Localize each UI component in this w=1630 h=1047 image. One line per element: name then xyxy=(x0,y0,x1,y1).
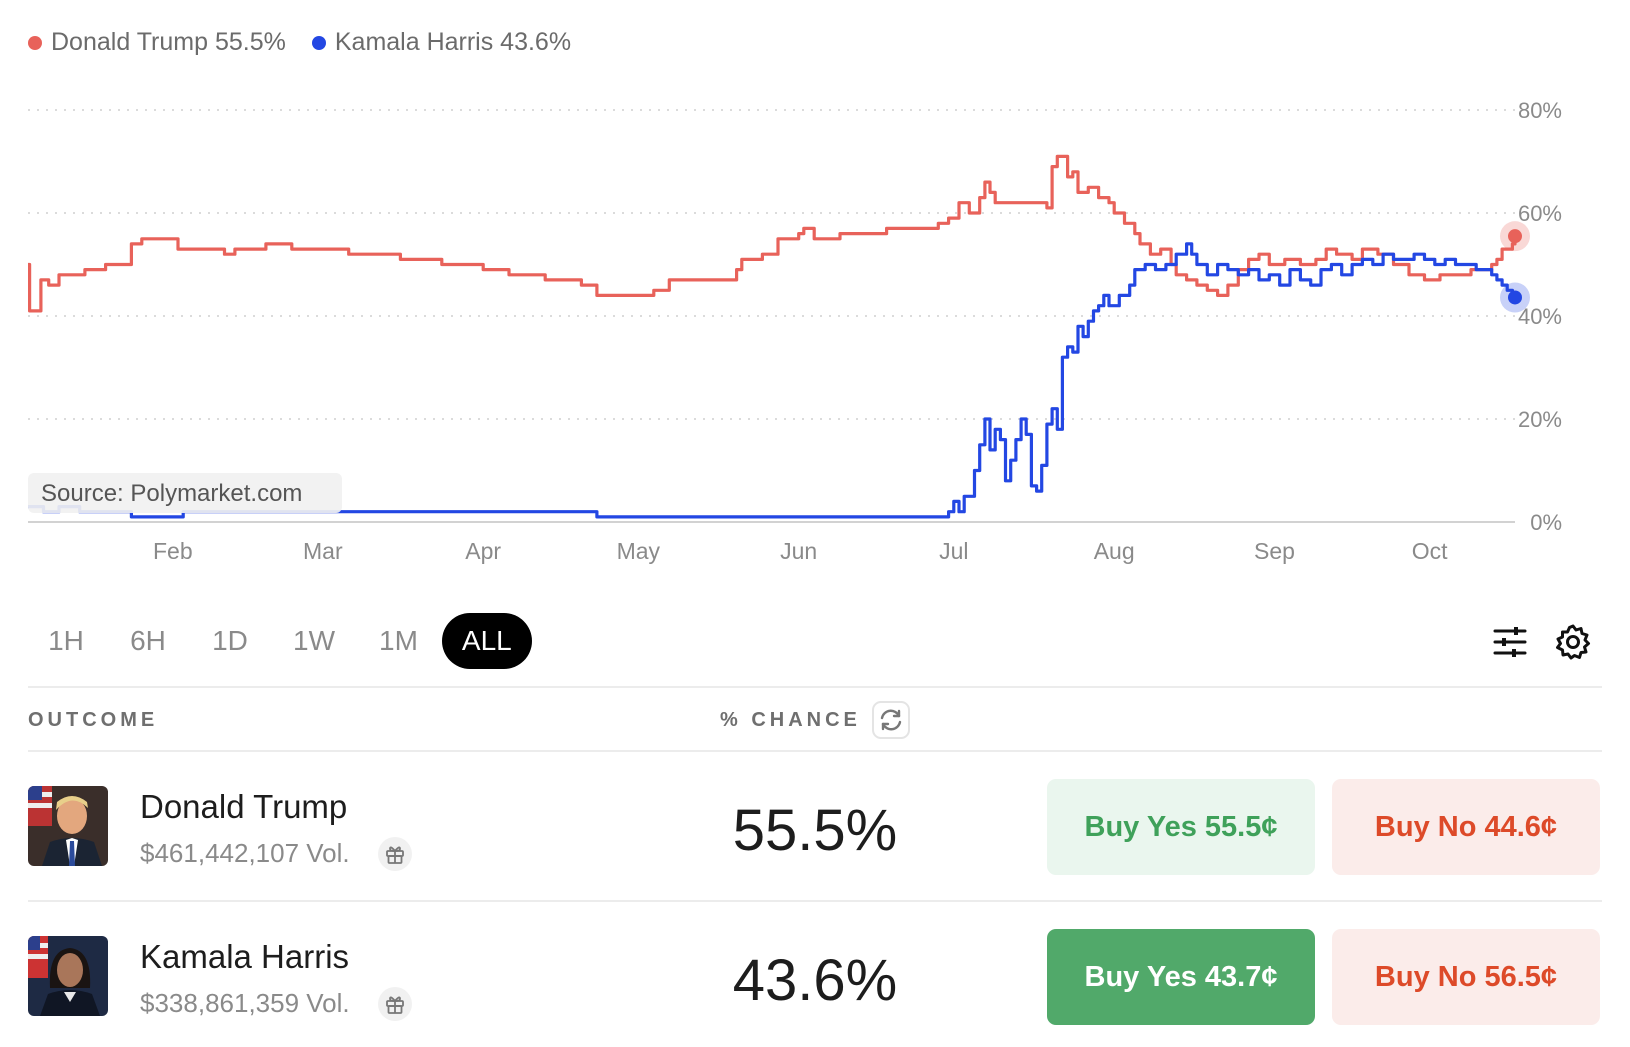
series-line-harris xyxy=(28,242,1517,519)
column-header-outcome: OUTCOME xyxy=(28,709,159,731)
range-tab-6h[interactable]: 6H xyxy=(130,625,166,656)
legend-item-trump: Donald Trump 55.5% xyxy=(28,28,286,57)
x-tick-label: Mar xyxy=(303,538,343,564)
range-tab-1d[interactable]: 1D xyxy=(212,625,248,656)
outcome-chance-trump: 55.5% xyxy=(732,798,898,863)
gift-icon[interactable] xyxy=(378,837,412,871)
y-tick-label: 80% xyxy=(1518,98,1562,123)
x-tick-label: Aug xyxy=(1094,538,1135,564)
chart-series xyxy=(28,154,1530,519)
divider-row xyxy=(28,900,1602,902)
x-tick-label: May xyxy=(617,538,661,564)
legend-label-trump: Donald Trump 55.5% xyxy=(51,28,286,56)
buy-no-button-trump[interactable]: Buy No 44.6¢ xyxy=(1332,779,1600,875)
column-header-chance: % CHANCE xyxy=(720,709,861,731)
source-badge: Source: Polymarket.com xyxy=(28,473,342,513)
range-tab-1m[interactable]: 1M xyxy=(379,625,418,656)
buy-no-button-harris[interactable]: Buy No 56.5¢ xyxy=(1332,929,1600,1025)
sliders-icon[interactable] xyxy=(1490,622,1530,662)
y-axis-ticks: 80% 60% 40% 20% 0% xyxy=(1518,98,1562,535)
series-end-marker-harris xyxy=(1508,290,1522,305)
x-axis-ticks: Feb Mar Apr May Jun Jul Aug Sep Oct xyxy=(153,538,1448,564)
y-tick-label: 20% xyxy=(1518,407,1562,432)
x-tick-label: Sep xyxy=(1254,538,1295,564)
legend-label-harris: Kamala Harris 43.6% xyxy=(334,28,572,56)
outcome-name-harris: Kamala Harris xyxy=(140,938,350,975)
y-tick-label: 60% xyxy=(1518,201,1562,226)
outcome-chance-harris: 43.6% xyxy=(732,948,898,1013)
outcome-row-trump: Donald Trump $461,442,107 Vol. 55.5% Buy… xyxy=(0,779,1630,897)
avatar-harris xyxy=(28,936,108,1016)
time-range-tabs: 1H 6H 1D 1W 1M ALL xyxy=(27,613,532,669)
outcome-name-trump: Donald Trump xyxy=(140,788,348,825)
series-line-trump xyxy=(28,154,1517,313)
price-history-chart[interactable]: 80% 60% 40% 20% 0% Feb Mar Apr May Jun Jul Aug Sep O… xyxy=(0,80,1630,580)
divider-header xyxy=(28,750,1602,752)
chart-grid xyxy=(28,109,1515,523)
range-tab-all[interactable]: ALL xyxy=(441,613,532,669)
gear-icon[interactable] xyxy=(1553,622,1593,662)
buy-yes-button-harris[interactable]: Buy Yes 43.7¢ xyxy=(1047,929,1315,1025)
series-end-marker-trump xyxy=(1508,229,1522,244)
outcome-row-harris: Kamala Harris $338,861,359 Vol. 43.6% Bu… xyxy=(0,929,1630,1047)
chart-legend: Donald Trump 55.5% Kamala Harris 43.6% xyxy=(28,28,571,57)
y-tick-label: 40% xyxy=(1518,304,1562,329)
divider-top xyxy=(28,686,1602,688)
legend-dot-harris xyxy=(311,35,326,50)
x-tick-label: Jul xyxy=(939,538,968,564)
range-tab-1h[interactable]: 1H xyxy=(48,625,84,656)
refresh-icon xyxy=(880,709,902,731)
outcome-volume-harris: $338,861,359 Vol. xyxy=(140,988,350,1018)
x-tick-label: Oct xyxy=(1412,538,1448,564)
source-text: Source: Polymarket.com xyxy=(41,480,302,507)
x-tick-label: Jun xyxy=(780,538,817,564)
legend-item-harris: Kamala Harris 43.6% xyxy=(311,28,572,57)
y-tick-label: 0% xyxy=(1530,510,1562,535)
buy-yes-button-trump[interactable]: Buy Yes 55.5¢ xyxy=(1047,779,1315,875)
outcome-volume-trump: $461,442,107 Vol. xyxy=(140,838,350,868)
gift-icon[interactable] xyxy=(378,987,412,1021)
avatar-trump xyxy=(28,786,108,866)
legend-dot-trump xyxy=(28,35,42,50)
x-tick-label: Apr xyxy=(465,538,501,564)
x-tick-label: Feb xyxy=(153,538,193,564)
refresh-button[interactable] xyxy=(872,701,910,739)
range-tab-1w[interactable]: 1W xyxy=(293,625,335,656)
